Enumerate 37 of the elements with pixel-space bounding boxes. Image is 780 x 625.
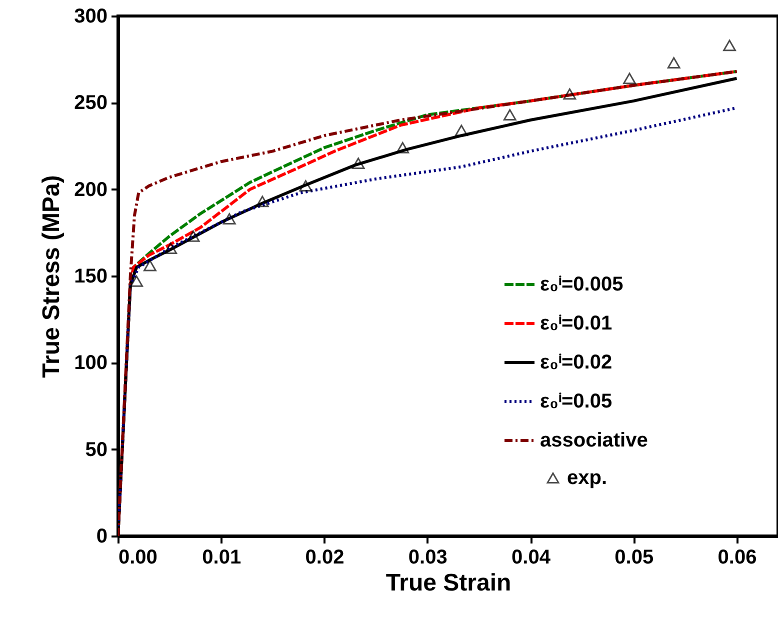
point: [299, 180, 312, 192]
x-tick-label: 0.05: [614, 546, 654, 568]
point: [623, 72, 636, 84]
point: [144, 260, 156, 272]
legend-label: ε₀ⁱ=0.01: [540, 312, 612, 334]
point: [454, 124, 468, 136]
y-tick-label: 300: [74, 6, 108, 28]
y-tick-label: 250: [74, 92, 108, 114]
y-tick-label: 150: [74, 266, 108, 288]
point: [503, 109, 516, 120]
x-tick-label: 0.00: [118, 546, 158, 568]
y-axis-title: True Stress (MPa): [38, 175, 66, 378]
x-tick-label: 0.01: [202, 546, 242, 568]
legend-label: ε₀ⁱ=0.005: [540, 274, 624, 296]
y-tick-label: 100: [74, 352, 108, 374]
legend-label: exp.: [567, 467, 608, 489]
point: [723, 40, 736, 52]
legend-label: ε₀ⁱ=0.02: [540, 352, 612, 374]
point: [130, 276, 144, 287]
y-tick-label: 0: [96, 526, 108, 548]
point: [256, 196, 269, 208]
legend-label: associative: [540, 430, 648, 452]
y-tick-label: 200: [74, 178, 108, 201]
point: [667, 57, 680, 68]
legend-label: ε₀ⁱ=0.05: [540, 390, 612, 412]
point: [352, 158, 365, 170]
x-tick-label: 0.02: [305, 546, 344, 568]
point: [563, 88, 576, 100]
point: [396, 142, 410, 154]
point: [164, 242, 178, 254]
x-tick-label: 0.06: [718, 546, 757, 568]
y-tick-label: 50: [85, 438, 108, 461]
x-tick-label: 0.04: [512, 546, 552, 568]
point: [222, 213, 236, 224]
point: [186, 230, 200, 242]
x-axis-title: True Strain: [386, 570, 512, 596]
x-tick-label: 0.03: [408, 546, 448, 568]
